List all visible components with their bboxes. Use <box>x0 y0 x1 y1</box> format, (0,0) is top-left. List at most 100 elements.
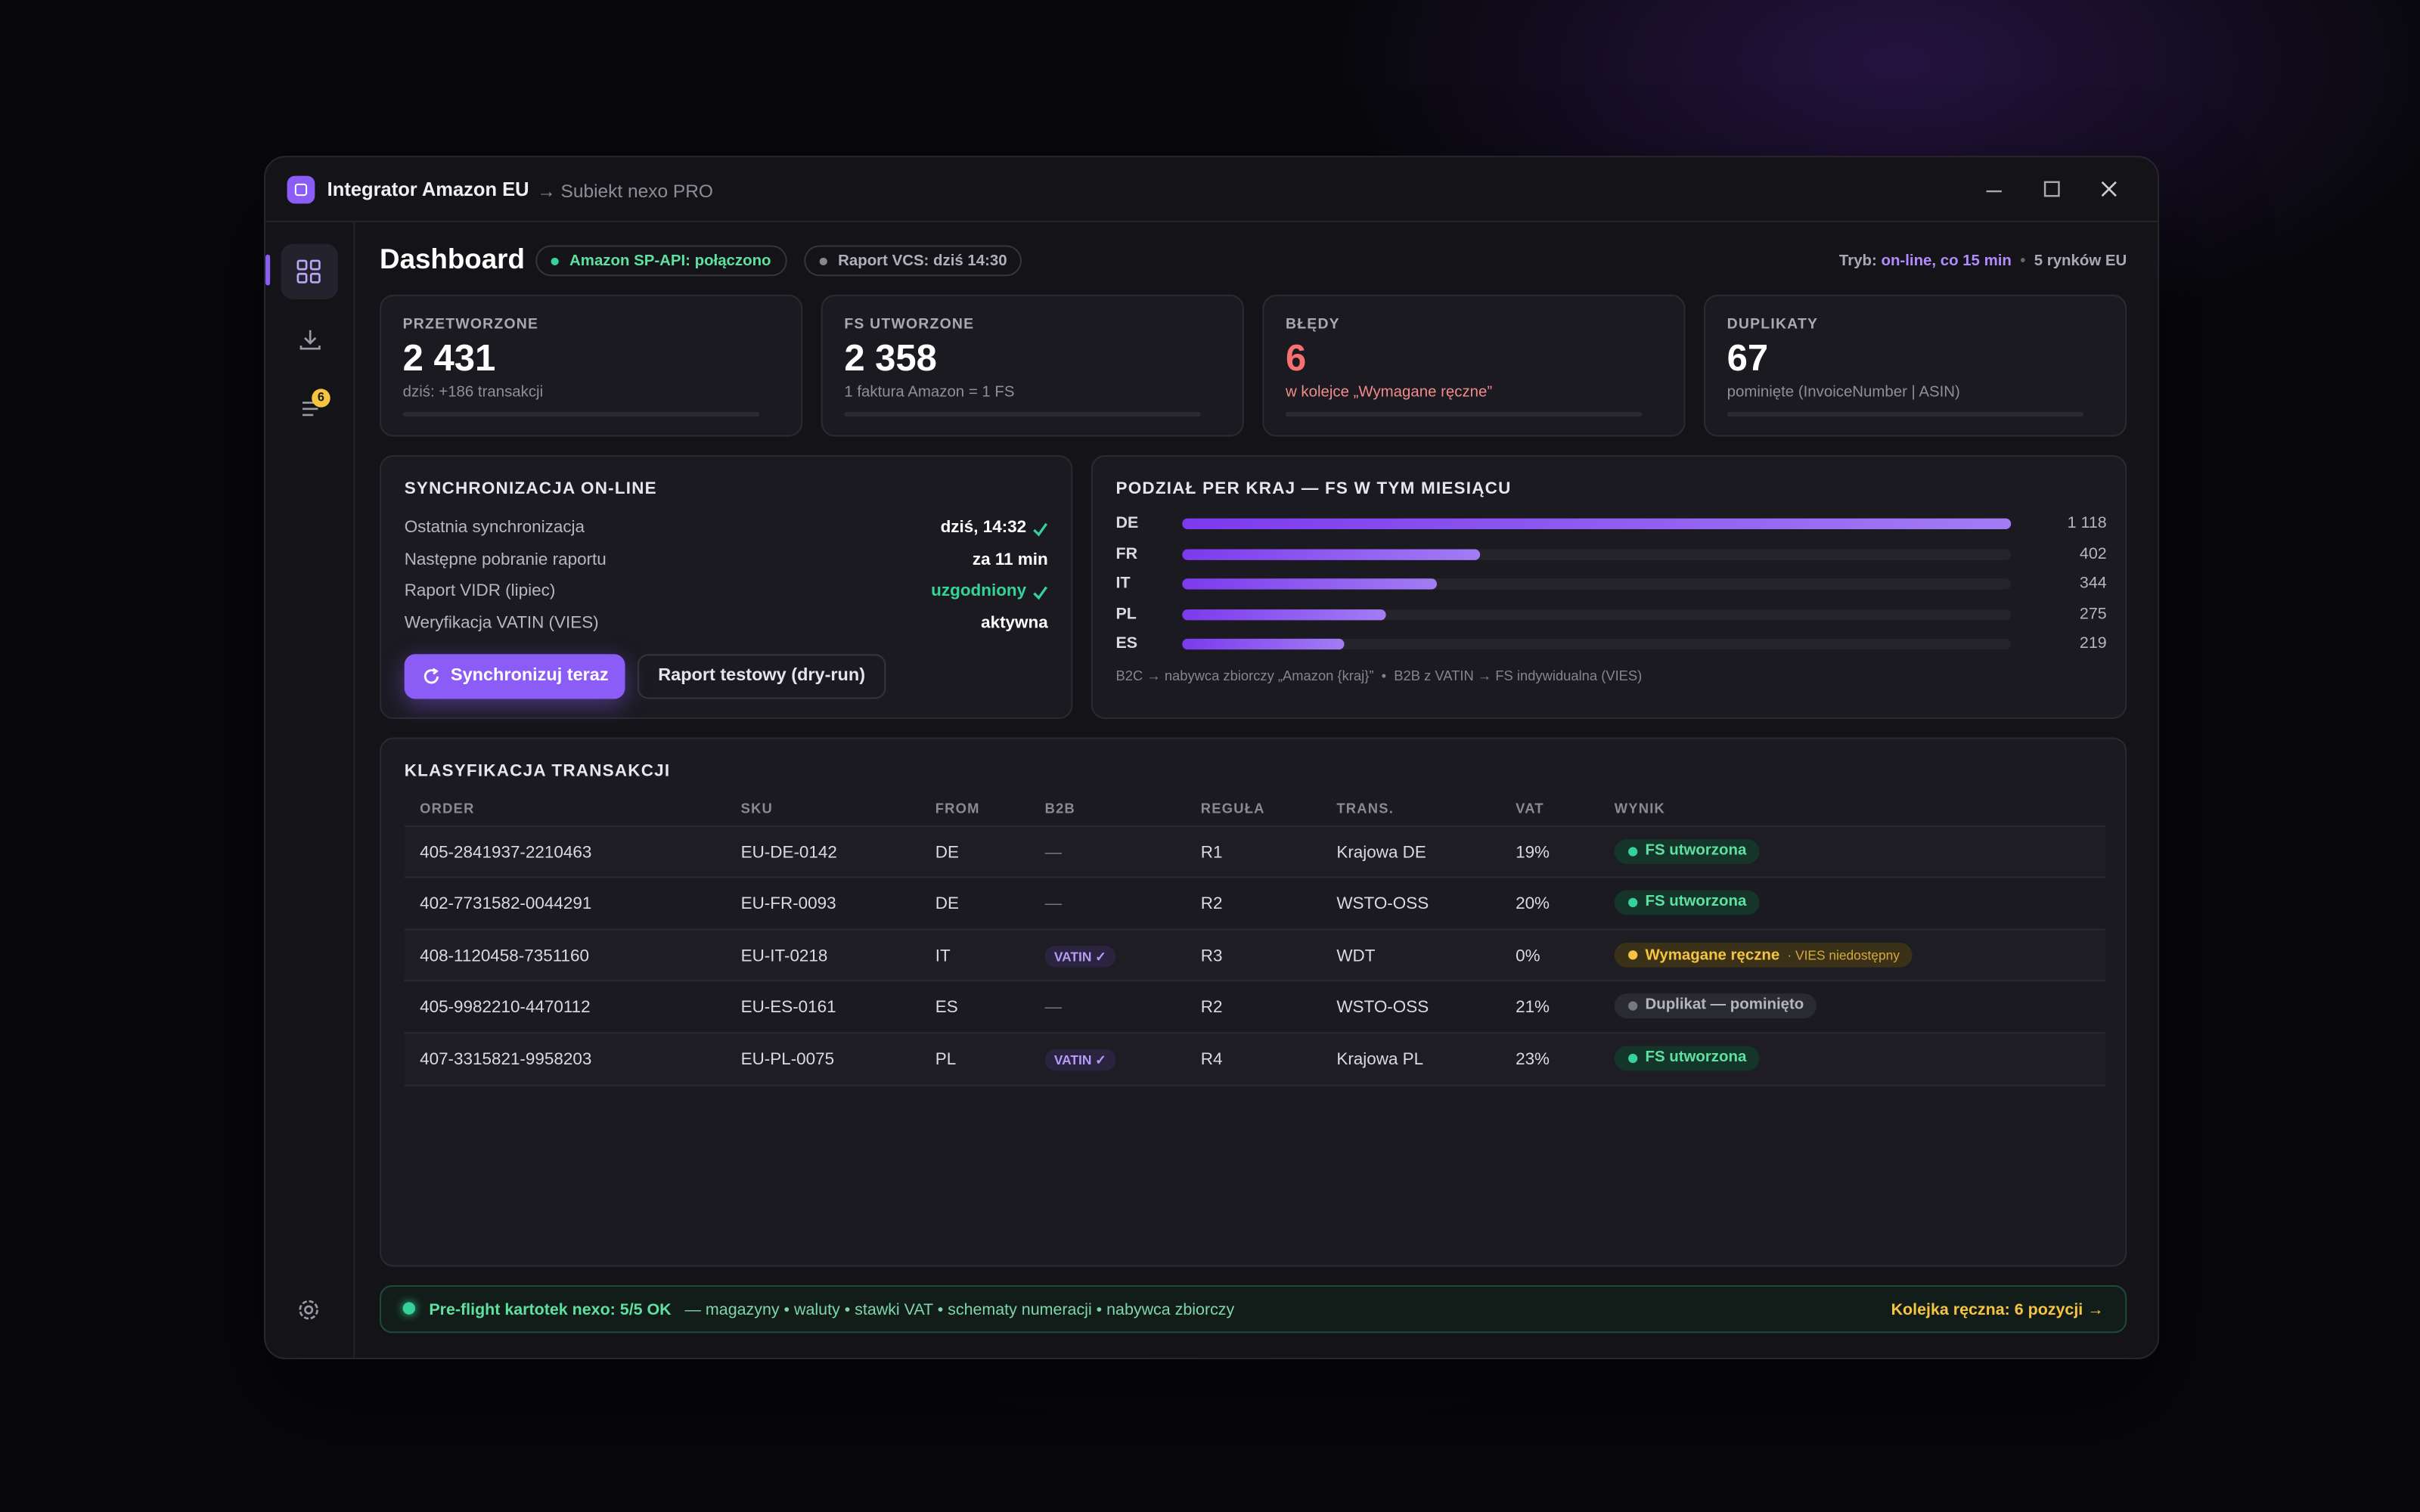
cell-order: 405-9982210-4470112 <box>420 998 591 1018</box>
result-text: FS utworzona <box>1645 1048 1747 1066</box>
footer-status: Pre-flight kartotek nexo: 5/5 OK — magaz… <box>429 1300 1234 1318</box>
cell-vat: 0% <box>1516 947 1540 966</box>
country-track <box>1182 518 2012 529</box>
kpi-label: PRZETWORZONE <box>402 316 539 333</box>
nav-import[interactable] <box>298 327 323 352</box>
kpi-value: 2 358 <box>844 337 937 380</box>
sync-value: aktywna <box>981 614 1048 633</box>
result-note: · VIES niedostępny <box>1787 947 1900 963</box>
sidebar: 6 <box>265 222 355 1358</box>
column-header: ORDER <box>420 801 475 816</box>
kpi-note: w kolejce „Wymagane ręczne” <box>1285 384 1493 401</box>
sync-value: dziś, 14:32 <box>940 518 1027 538</box>
cell-from: ES <box>935 998 958 1018</box>
cell-from: IT <box>935 947 951 966</box>
page-title: Dashboard <box>380 243 525 275</box>
app-logo <box>287 175 315 204</box>
cell-vat: 21% <box>1516 998 1550 1018</box>
markets: 5 rynków EU <box>2034 253 2127 271</box>
kpi-note: dziś: +186 transakcji <box>402 384 544 401</box>
country-title: PODZIAŁ PER KRAJ — FS W TYM MIESIĄCU <box>1115 479 1512 499</box>
column-header: FROM <box>935 801 980 816</box>
cell-trans: WSTO-OSS <box>1336 895 1429 914</box>
status-api-text: Amazon SP-API: połączono <box>569 253 771 271</box>
cell-order: 405-2841937-2210463 <box>420 844 592 863</box>
cell-trans: Krajowa PL <box>1336 1049 1424 1069</box>
status-vcs-text: Raport VCS: dziś 14:30 <box>838 253 1007 271</box>
country-track <box>1182 639 2012 650</box>
sync-label: Następne pobranie raportu <box>404 550 607 569</box>
dashboard-icon <box>296 259 321 284</box>
country-bar <box>1182 578 1438 590</box>
country-value: 219 <box>2079 634 2107 654</box>
column-header: B2B <box>1044 801 1076 816</box>
sync-label: Raport VIDR (lipiec) <box>404 582 556 601</box>
cell-rule: R1 <box>1200 844 1223 863</box>
kpi-card: DUPLIKATY 67 pominięte (InvoiceNumber | AS… <box>1704 294 2127 437</box>
cell-trans: WDT <box>1336 947 1376 966</box>
country-value: 344 <box>2079 574 2107 593</box>
mode-info: Tryb: on-line, co 15 min • 5 rynków EU <box>1838 253 2127 271</box>
kpi-label: BŁĘDY <box>1285 316 1340 333</box>
kpi-value: 2 431 <box>402 337 496 380</box>
nav-settings[interactable] <box>296 1297 321 1322</box>
table-row: 405-2841937-2210463 EU-DE-0142 DE — R1 Krajow… <box>404 825 2105 878</box>
mode-label: Tryb: <box>1838 253 1877 271</box>
mode-value: on-line, co 15 min <box>1881 253 2012 271</box>
table-row: 402-7731582-0044291 EU-FR-0093 DE — R2 WSTO-O… <box>404 876 2105 929</box>
kpi-progress <box>402 411 760 417</box>
column-header: TRANS. <box>1336 801 1395 816</box>
cell-rule: R3 <box>1200 947 1223 966</box>
cell-trans: Krajowa DE <box>1336 844 1426 863</box>
result-badge: Duplikat — pominięto <box>1614 993 1817 1019</box>
cell-from: DE <box>935 895 959 914</box>
cell-sku: EU-FR-0093 <box>740 895 836 914</box>
country-label: DE <box>1115 513 1139 533</box>
dry-run-button[interactable]: Raport testowy (dry-run) <box>637 654 886 699</box>
country-label: PL <box>1115 604 1137 624</box>
country-label: FR <box>1115 544 1138 563</box>
refresh-icon <box>424 668 439 684</box>
table-panel: KLASYFIKACJA TRANSAKCJI ORDER SKU FROM B2B R… <box>380 737 2127 1267</box>
result-text: FS utworzona <box>1645 842 1747 860</box>
cell-sku: EU-PL-0075 <box>740 1049 835 1069</box>
country-track <box>1182 609 2012 620</box>
table-row: 405-9982210-4470112 EU-ES-0161 ES — R2 WSTO-O… <box>404 980 2105 1032</box>
cell-vat: 23% <box>1516 1049 1550 1069</box>
kpi-card: BŁĘDY 6 w kolejce „Wymagane ręczne” <box>1262 294 1686 437</box>
app-title: Integrator Amazon EU <box>327 178 529 201</box>
cell-b2b: — <box>1044 844 1063 863</box>
footer-status-dot <box>402 1302 415 1315</box>
cell-from: PL <box>935 1049 957 1069</box>
queue-link[interactable]: Kolejka ręczna: 6 pozycji → <box>1891 1300 2104 1319</box>
cell-order: 402-7731582-0044291 <box>420 895 592 914</box>
cell-order: 407-3315821-9958203 <box>420 1049 592 1069</box>
country-label: IT <box>1115 574 1131 593</box>
cell-trans: WSTO-OSS <box>1336 998 1429 1018</box>
table-row: 407-3315821-9958203 EU-PL-0075 PL VATIN ✓ R4… <box>404 1031 2105 1086</box>
kpi-label: FS UTWORZONE <box>844 316 975 333</box>
check-icon <box>1033 586 1048 600</box>
close[interactable] <box>2101 181 2117 197</box>
column-header: REGUŁA <box>1200 801 1265 816</box>
queue-badge: 6 <box>312 389 330 407</box>
kpi-card: FS UTWORZONE 2 358 1 faktura Amazon = 1 FS <box>821 294 1244 437</box>
column-header: VAT <box>1516 801 1544 816</box>
window-controls[interactable] <box>1978 178 2142 203</box>
nav-dashboard[interactable] <box>281 243 338 299</box>
nav-indicator <box>265 254 271 286</box>
cell-b2b: — <box>1044 998 1063 1018</box>
check-icon <box>1033 522 1048 536</box>
kpi-value: 6 <box>1285 337 1307 380</box>
sync-now-button[interactable]: Synchronizuj teraz <box>404 654 625 699</box>
maximize[interactable] <box>2043 181 2060 197</box>
result-badge: Wymagane ręczne · VIES niedostępny <box>1614 942 1913 968</box>
title-bar: Integrator Amazon EU → Subiekt nexo PRO <box>265 157 2158 222</box>
result-text: Wymagane ręczne <box>1645 947 1780 965</box>
cell-from: DE <box>935 844 959 863</box>
status-api: Amazon SP-API: połączono <box>535 245 786 277</box>
kpi-card: PRZETWORZONE 2 431 dziś: +186 transakcji <box>380 294 803 437</box>
footer-bar: Pre-flight kartotek nexo: 5/5 OK — magaz… <box>380 1284 2127 1334</box>
sync-title: SYNCHRONIZACJA ON-LINE <box>404 479 657 499</box>
